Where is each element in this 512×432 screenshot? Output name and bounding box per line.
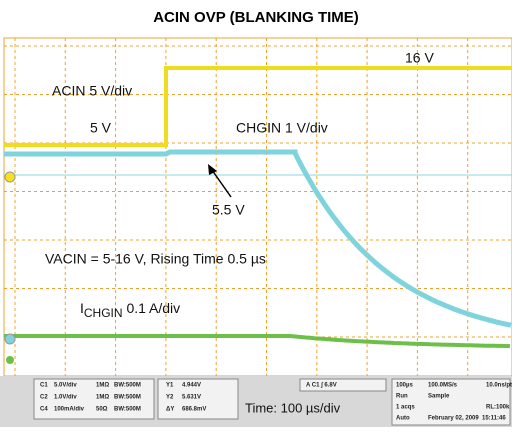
readout-text: BW:500M (114, 407, 141, 413)
readout-text: Y1 (166, 383, 174, 389)
time-label: Time: 100 µs/div (245, 400, 341, 415)
page: ACIN OVP (BLANKING TIME) 16 V ACIN 5 V/d… (0, 0, 512, 427)
label-part: 0.1 A/div (123, 300, 181, 316)
readout-text: A C1 ∫ 6.8V (306, 382, 337, 389)
readout-text: 50Ω (96, 407, 108, 413)
readout-text: Y2 (166, 395, 174, 401)
readout-text: C2 (40, 395, 48, 401)
readout-text: 1MΩ (96, 383, 109, 389)
readout-text: BW:500M (114, 395, 141, 401)
ch1-marker (5, 172, 15, 182)
label: 16 V (405, 50, 434, 66)
ch4-marker (6, 356, 14, 364)
label: ACIN 5 V/div (52, 83, 132, 99)
label: CHGIN 1 V/div (236, 120, 328, 136)
label: VACIN = 5-16 V, Rising Time 0.5 µs (45, 251, 266, 267)
readout-text: ΔY (166, 407, 174, 413)
readout-text: RL:100k (486, 405, 510, 411)
readout-text: Sample (428, 394, 450, 400)
readout-text: February 02, 2009 (428, 416, 479, 422)
readout-text: 1 acqs (396, 405, 415, 411)
ch2-marker (5, 334, 15, 344)
readout-text: 100mA/div (54, 407, 85, 413)
label: 5.5 V (212, 202, 245, 218)
readout-text: 686.8mV (182, 407, 206, 413)
readout-text: 1MΩ (96, 395, 109, 401)
readout-text: 15:11:46 (482, 416, 506, 422)
readout-text: C4 (40, 407, 48, 413)
readout-text: 5.0V/div (54, 383, 77, 389)
readout-text: Run (396, 394, 408, 400)
readout-text: Auto (396, 416, 410, 422)
readout-text: 1.0V/div (54, 395, 77, 401)
label: 5 V (90, 120, 112, 136)
readout-text: 5.631V (182, 395, 201, 401)
readout-text: 4.944V (182, 383, 201, 389)
readout-text: C1 (40, 383, 48, 389)
readout-text: 100.0MS/s (428, 383, 458, 389)
readout-text: 100µs (396, 383, 413, 389)
readout-text: BW:500M (114, 383, 141, 389)
title: ACIN OVP (BLANKING TIME) (153, 9, 359, 26)
readout-text: 10.0ns/pt (486, 383, 512, 389)
label-sub: CHGIN (84, 306, 123, 320)
